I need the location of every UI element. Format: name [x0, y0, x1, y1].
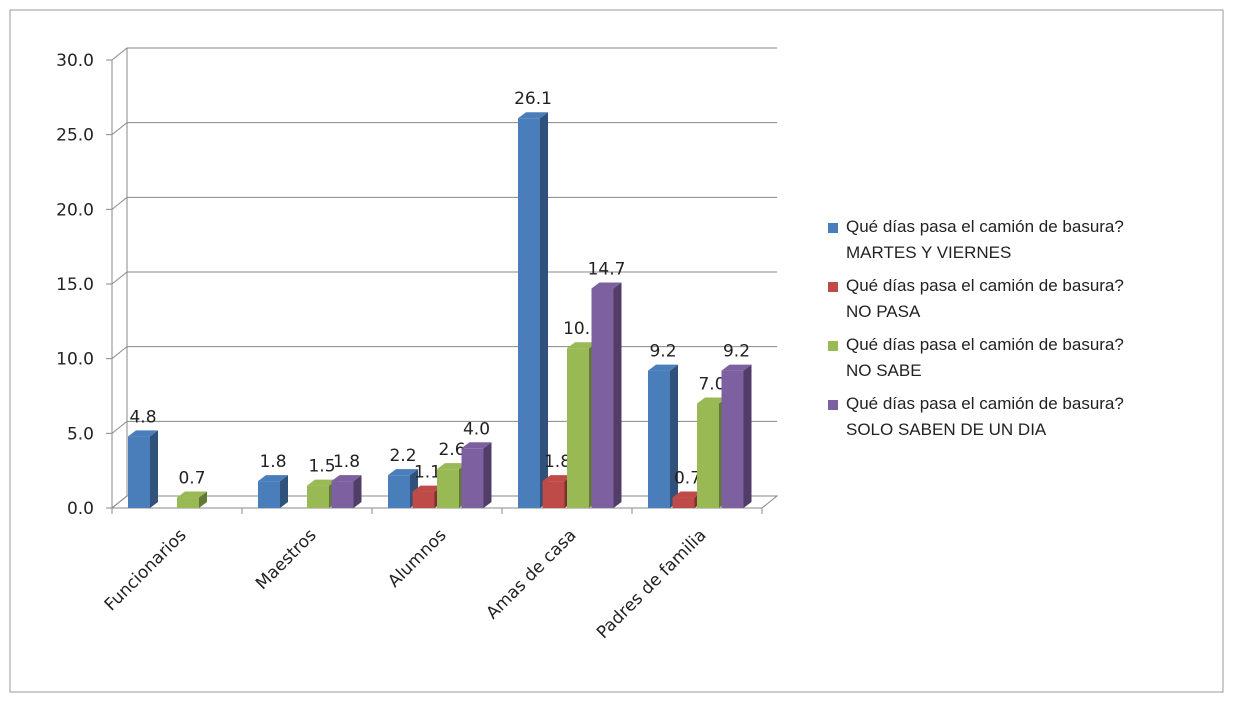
legend-label: Qué días pasa el camión de basura? NO PA… — [846, 276, 1124, 321]
data-label: 0.7 — [178, 469, 205, 489]
bar-top — [672, 491, 703, 498]
bar-top — [388, 469, 418, 476]
bar-side — [483, 442, 492, 508]
bar-side — [743, 364, 752, 508]
y-tick-label: 30.0 — [56, 51, 94, 71]
data-label: 1.5 — [308, 457, 335, 477]
data-label: 7.0 — [698, 374, 725, 394]
bar-top — [721, 364, 752, 371]
bar-top — [177, 491, 207, 498]
data-label: 1.8 — [544, 452, 571, 472]
bar — [721, 370, 744, 508]
bar-top — [591, 282, 622, 289]
bar — [331, 481, 354, 508]
chart-border — [9, 9, 1224, 693]
bar — [518, 118, 540, 509]
bar — [567, 348, 589, 508]
grid-line — [111, 47, 777, 61]
y-tick-label: 0.0 — [67, 499, 94, 519]
x-tick-label: Funcionarios — [101, 525, 191, 615]
data-label: 1.1 — [414, 463, 441, 483]
data-label: 9.2 — [723, 342, 750, 362]
bar-top — [412, 485, 443, 492]
legend-label: Qué días pasa el camión de basura? NO SA… — [846, 335, 1124, 380]
data-label: 2.2 — [389, 446, 416, 466]
bar-side — [353, 475, 362, 508]
data-label: 0.7 — [674, 469, 701, 489]
data-label: 14.7 — [588, 259, 626, 279]
data-label: 4.8 — [129, 407, 156, 427]
bar-top — [258, 475, 288, 482]
x-tick-label: Amas de casa — [483, 525, 581, 623]
legend: Qué días pasa el camión de basura? MARTE… — [828, 217, 1146, 454]
bar-top — [518, 112, 548, 119]
y-tick-label: 15.0 — [56, 275, 94, 295]
legend-label: Qué días pasa el camión de basura? MARTE… — [846, 217, 1124, 262]
bar-top — [542, 475, 573, 482]
grid-line — [111, 122, 777, 136]
bar-side — [280, 475, 288, 508]
x-tick-label: Maestros — [252, 525, 321, 594]
bar — [672, 497, 695, 508]
data-label: 9.2 — [649, 342, 676, 362]
bar-top — [331, 475, 362, 482]
bar-side — [613, 282, 622, 508]
y-tick-label: 25.0 — [56, 126, 94, 146]
legend-label: Qué días pasa el camión de basura? SOLO … — [846, 394, 1124, 439]
grid-line — [111, 271, 777, 285]
legend-item: Qué días pasa el camión de basura? MARTE… — [828, 217, 1146, 266]
data-label: 2.6 — [438, 440, 465, 460]
bar-top — [128, 430, 158, 437]
legend-item: Qué días pasa el camión de basura? NO SA… — [828, 335, 1146, 384]
data-label: 26.1 — [514, 89, 552, 109]
legend-swatch — [828, 341, 838, 351]
bar — [177, 497, 199, 508]
x-tick-label: Padres de familia — [593, 525, 711, 643]
bar — [412, 491, 435, 508]
bar-top — [567, 342, 597, 349]
bar-top — [648, 364, 678, 371]
bar-side — [150, 430, 158, 508]
bar-top — [437, 463, 467, 470]
y-tick-label: 10.0 — [56, 350, 94, 370]
bar — [437, 469, 459, 508]
bar-side — [199, 491, 207, 508]
grid-line — [111, 196, 777, 210]
bar — [388, 475, 410, 508]
bar — [697, 403, 719, 508]
legend-swatch — [828, 282, 838, 292]
bar-side — [670, 364, 678, 508]
bar-top — [461, 442, 492, 449]
bar — [542, 481, 565, 508]
bar-top — [307, 479, 337, 486]
y-tick-label: 20.0 — [56, 200, 94, 220]
bar-top — [697, 397, 727, 404]
data-label: 1.8 — [259, 452, 286, 472]
bar — [591, 288, 614, 508]
bar — [258, 481, 280, 508]
data-label: 10.7 — [563, 319, 601, 339]
legend-item: Qué días pasa el camión de basura? SOLO … — [828, 394, 1146, 443]
data-label: 1.8 — [333, 452, 360, 472]
bar-side — [540, 112, 548, 509]
legend-swatch — [828, 400, 838, 410]
bar — [461, 448, 484, 508]
data-label: 4.0 — [463, 419, 490, 439]
y-tick-label: 5.0 — [67, 424, 94, 444]
legend-swatch — [828, 223, 838, 233]
legend-item: Qué días pasa el camión de basura? NO PA… — [828, 276, 1146, 325]
x-tick-label: Alumnos — [384, 525, 450, 591]
bar — [128, 436, 150, 508]
grid-line — [111, 346, 777, 360]
bar — [307, 485, 329, 508]
bar — [648, 370, 670, 508]
